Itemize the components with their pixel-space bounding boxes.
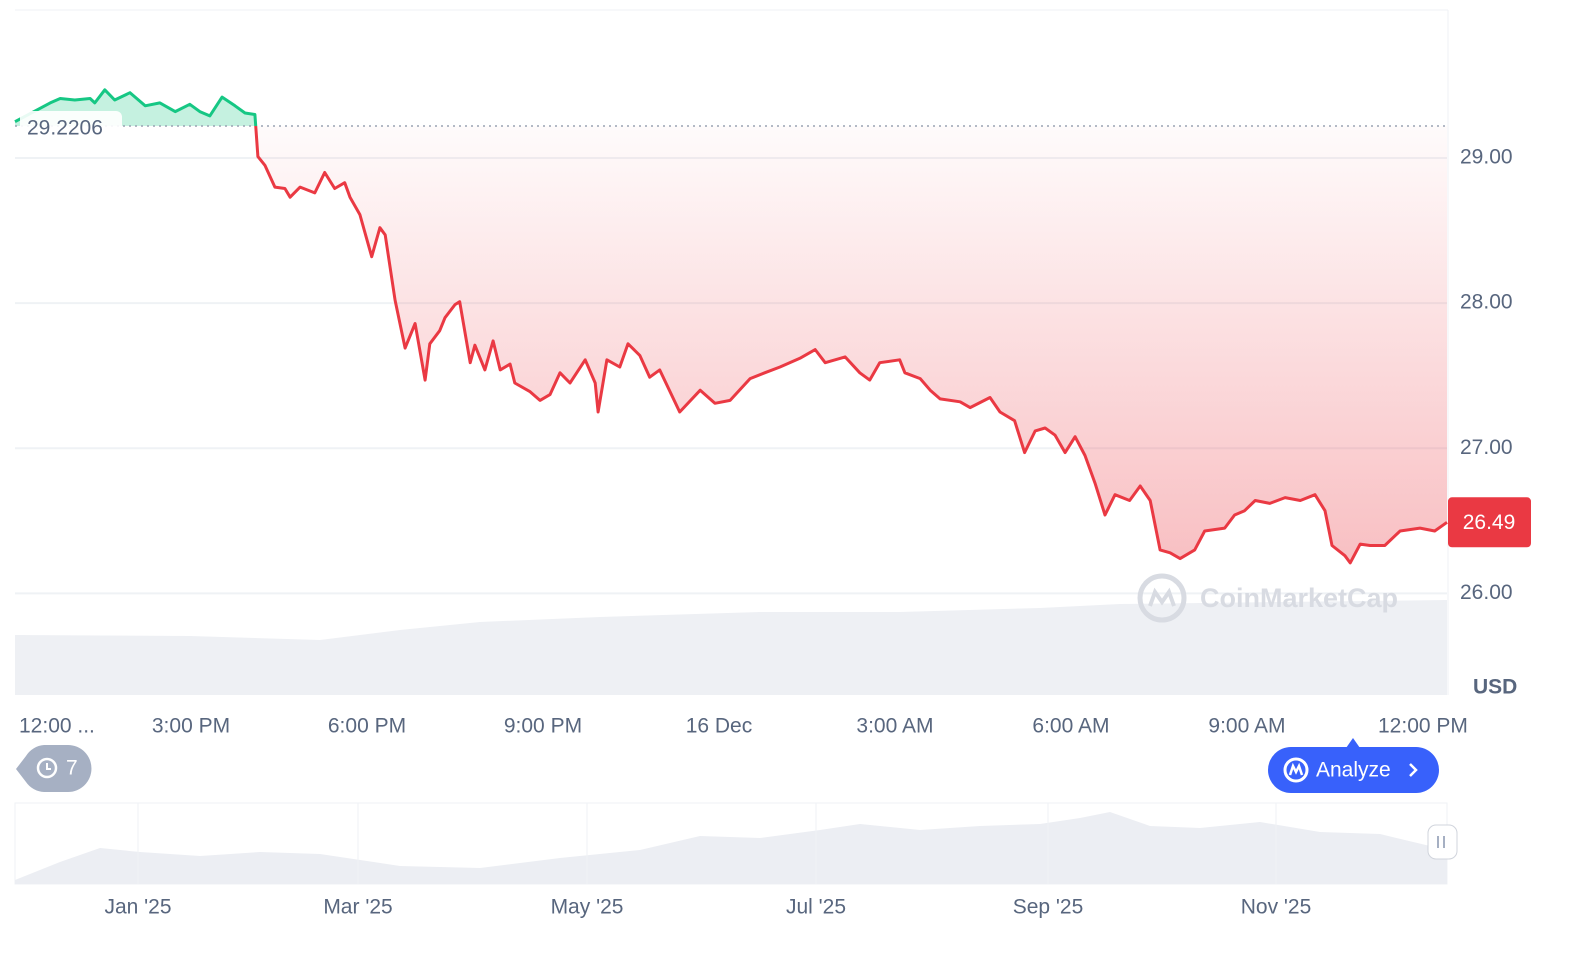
- price-line: [14, 88, 1448, 565]
- current-price-label: 26.49: [1463, 511, 1516, 534]
- watermark: CoinMarketCap: [1200, 583, 1398, 613]
- unit-label: USD: [1473, 676, 1517, 699]
- chevron: [1409, 763, 1418, 777]
- y-tick-label: 29.00: [1460, 146, 1513, 169]
- history-count[interactable]: 7: [66, 757, 78, 780]
- analyze-button[interactable]: [1268, 747, 1439, 793]
- x-tick-label: 9:00 AM: [1208, 715, 1285, 738]
- history-badge[interactable]: [16, 745, 92, 792]
- reference-label: 29.2206: [27, 117, 103, 140]
- pointer: [1346, 738, 1360, 748]
- area-down: [15, 126, 1447, 563]
- navigator-label: Mar '25: [323, 896, 392, 919]
- x-tick-label: 12:00 PM: [1378, 715, 1468, 738]
- navigator-handle[interactable]: [1427, 824, 1458, 860]
- x-tick-label: 16 Dec: [686, 715, 753, 738]
- navigator-area: [15, 812, 1447, 884]
- navigator-label: May '25: [551, 896, 624, 919]
- y-tick-label: 27.00: [1460, 436, 1513, 459]
- analyze-label[interactable]: Analyze: [1316, 759, 1391, 782]
- x-tick-label: 6:00 AM: [1032, 715, 1109, 738]
- navigator-label: Jul '25: [786, 896, 846, 919]
- navigator-label: Jan '25: [104, 896, 171, 919]
- volume-area: [15, 600, 1447, 695]
- history-icon: [36, 757, 58, 779]
- handle-grip: [1437, 836, 1445, 848]
- navigator-label: Nov '25: [1241, 896, 1312, 919]
- analyze-icon: [1283, 757, 1309, 783]
- y-tick-label: 26.00: [1460, 581, 1513, 604]
- y-tick-label: 28.00: [1460, 291, 1513, 314]
- x-tick-label: 3:00 PM: [152, 715, 230, 738]
- x-tick-label: 6:00 PM: [328, 715, 406, 738]
- x-tick-label: 3:00 AM: [856, 715, 933, 738]
- watermark-logo: [1137, 573, 1187, 623]
- current-price-box: [1448, 497, 1531, 548]
- x-tick-label: 9:00 PM: [504, 715, 582, 738]
- reference-label-bg: [20, 111, 122, 142]
- x-tick-label: 12:00 ...: [19, 715, 95, 738]
- navigator-label: Sep '25: [1013, 896, 1084, 919]
